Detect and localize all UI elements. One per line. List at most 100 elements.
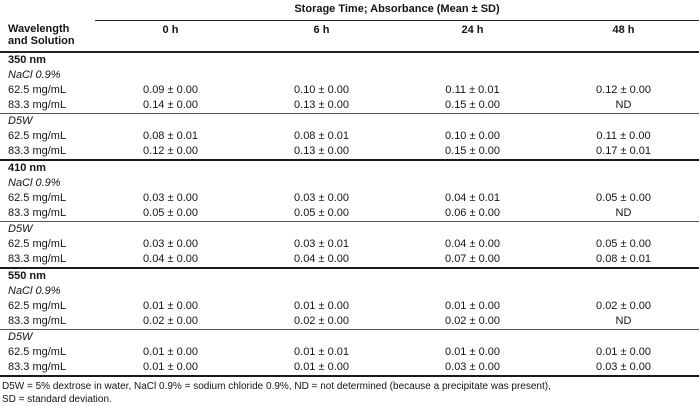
absorbance-value: 0.01 ± 0.00	[596, 346, 651, 358]
absorbance-value: 0.03 ± 0.01	[294, 238, 349, 250]
span-header-row: Storage Time; Absorbance (Mean ± SD)	[0, 0, 699, 21]
absorbance-value: 0.14 ± 0.00	[95, 98, 246, 114]
absorbance-value: 0.11 ± 0.00	[596, 130, 651, 142]
footnote: D5W = 5% dextrose in water, NaCl 0.9% = …	[0, 377, 700, 406]
absorbance-value: 0.06 ± 0.00	[397, 206, 548, 222]
column-header-row: Wavelength and Solution 0 h 6 h 24 h 48 …	[0, 20, 699, 53]
absorbance-value: 0.03 ± 0.00	[294, 192, 349, 204]
solution-row: NaCl 0.9%	[0, 176, 699, 191]
absorbance-value: 0.04 ± 0.00	[445, 238, 500, 250]
row-header-line1: Wavelength	[8, 23, 70, 35]
table-row: 62.5 mg/mL 0.03 ± 0.00 0.03 ± 0.01 0.04 ± 0…	[0, 237, 699, 252]
absorbance-table: Storage Time; Absorbance (Mean ± SD) Wav…	[0, 0, 699, 377]
absorbance-value: 0.15 ± 0.00	[397, 144, 548, 161]
col-header-6h: 6 h	[246, 20, 397, 53]
absorbance-value: 0.15 ± 0.00	[397, 98, 548, 114]
row-header: Wavelength and Solution	[0, 20, 95, 53]
table-row: 83.3 mg/mL 0.02 ± 0.00 0.02 ± 0.00 0.02 ± 0…	[0, 314, 699, 330]
absorbance-value: 0.17 ± 0.01	[548, 144, 699, 161]
absorbance-value: 0.01 ± 0.00	[95, 360, 246, 377]
absorbance-value: 0.02 ± 0.00	[596, 300, 651, 312]
wavelength-row: 550 nm	[0, 268, 699, 284]
concentration-label: 83.3 mg/mL	[0, 144, 95, 161]
absorbance-value: 0.02 ± 0.00	[397, 314, 548, 330]
solution-label: D5W	[8, 223, 33, 235]
absorbance-value: 0.01 ± 0.00	[294, 300, 349, 312]
absorbance-value: 0.01 ± 0.00	[143, 300, 198, 312]
storage-time-header: Storage Time; Absorbance (Mean ± SD)	[95, 0, 699, 21]
row-header-line2: and Solution	[8, 35, 75, 47]
concentration-label: 62.5 mg/mL	[8, 300, 67, 312]
absorbance-value: 0.08 ± 0.01	[143, 130, 198, 142]
absorbance-value: 0.02 ± 0.00	[246, 314, 397, 330]
table-row: 62.5 mg/mL 0.09 ± 0.00 0.10 ± 0.00 0.11 ± 0…	[0, 83, 699, 98]
table-row: 83.3 mg/mL 0.12 ± 0.00 0.13 ± 0.00 0.15 ± 0…	[0, 144, 699, 161]
wavelength-label: 350 nm	[8, 54, 46, 66]
absorbance-value: ND	[548, 98, 699, 114]
absorbance-value: 0.10 ± 0.00	[445, 130, 500, 142]
solution-row: NaCl 0.9%	[0, 284, 699, 299]
table-row: 62.5 mg/mL 0.03 ± 0.00 0.03 ± 0.00 0.04 ± 0…	[0, 191, 699, 206]
solution-label: D5W	[8, 115, 33, 127]
absorbance-value: 0.01 ± 0.00	[445, 346, 500, 358]
table-body: 350 nm NaCl 0.9% 62.5 mg/mL 0.09 ± 0.00 0.10…	[0, 52, 699, 377]
solution-row: D5W	[0, 114, 699, 130]
absorbance-value: 0.10 ± 0.00	[294, 84, 349, 96]
concentration-label: 83.3 mg/mL	[0, 98, 95, 114]
concentration-label: 62.5 mg/mL	[8, 192, 67, 204]
col-header-24h: 24 h	[397, 20, 548, 53]
absorbance-value: 0.12 ± 0.00	[596, 84, 651, 96]
col-header-48h: 48 h	[548, 20, 699, 53]
absorbance-value: 0.13 ± 0.00	[246, 98, 397, 114]
wavelength-label: 550 nm	[8, 270, 46, 282]
table-row: 83.3 mg/mL 0.04 ± 0.00 0.04 ± 0.00 0.07 ± 0…	[0, 252, 699, 269]
absorbance-value: 0.04 ± 0.01	[445, 192, 500, 204]
absorbance-value: 0.02 ± 0.00	[95, 314, 246, 330]
table-row: 83.3 mg/mL 0.01 ± 0.00 0.01 ± 0.00 0.03 ± 0…	[0, 360, 699, 377]
table-row: 62.5 mg/mL 0.01 ± 0.00 0.01 ± 0.01 0.01 ± 0…	[0, 345, 699, 360]
concentration-label: 62.5 mg/mL	[8, 84, 67, 96]
absorbance-value: 0.08 ± 0.01	[548, 252, 699, 269]
wavelength-row: 350 nm	[0, 52, 699, 68]
absorbance-value: 0.01 ± 0.01	[294, 346, 349, 358]
concentration-label: 62.5 mg/mL	[8, 346, 67, 358]
concentration-label: 83.3 mg/mL	[0, 314, 95, 330]
absorbance-value: 0.11 ± 0.01	[445, 84, 500, 96]
absorbance-value: ND	[548, 206, 699, 222]
footnote-line1: D5W = 5% dextrose in water, NaCl 0.9% = …	[2, 381, 551, 392]
absorbance-value: 0.01 ± 0.00	[445, 300, 500, 312]
solution-label: NaCl 0.9%	[8, 69, 61, 81]
absorbance-value: 0.03 ± 0.00	[143, 238, 198, 250]
absorbance-value: 0.03 ± 0.00	[548, 360, 699, 377]
concentration-label: 83.3 mg/mL	[0, 252, 95, 269]
absorbance-value: 0.03 ± 0.00	[397, 360, 548, 377]
solution-label: D5W	[8, 331, 33, 343]
absorbance-value: 0.05 ± 0.00	[596, 238, 651, 250]
absorbance-value: 0.03 ± 0.00	[143, 192, 198, 204]
absorbance-value: 0.05 ± 0.00	[95, 206, 246, 222]
absorbance-value: ND	[548, 314, 699, 330]
solution-row: D5W	[0, 330, 699, 346]
absorbance-value: 0.12 ± 0.00	[95, 144, 246, 161]
absorbance-value: 0.04 ± 0.00	[246, 252, 397, 269]
wavelength-row: 410 nm	[0, 160, 699, 176]
absorbance-value: 0.01 ± 0.00	[143, 346, 198, 358]
absorbance-value: 0.01 ± 0.00	[246, 360, 397, 377]
table-row: 62.5 mg/mL 0.01 ± 0.00 0.01 ± 0.00 0.01 ± 0…	[0, 299, 699, 314]
concentration-label: 62.5 mg/mL	[8, 238, 67, 250]
solution-row: D5W	[0, 222, 699, 238]
absorbance-value: 0.05 ± 0.00	[596, 192, 651, 204]
absorbance-value: 0.07 ± 0.00	[397, 252, 548, 269]
concentration-label: 83.3 mg/mL	[0, 206, 95, 222]
concentration-label: 62.5 mg/mL	[8, 130, 67, 142]
solution-label: NaCl 0.9%	[8, 177, 61, 189]
absorbance-value: 0.08 ± 0.01	[294, 130, 349, 142]
absorbance-value: 0.04 ± 0.00	[95, 252, 246, 269]
footnote-line2: SD = standard deviation.	[2, 394, 112, 405]
absorbance-value: 0.13 ± 0.00	[246, 144, 397, 161]
table-row: 62.5 mg/mL 0.08 ± 0.01 0.08 ± 0.01 0.10 ± 0…	[0, 129, 699, 144]
wavelength-label: 410 nm	[8, 162, 46, 174]
solution-row: NaCl 0.9%	[0, 68, 699, 83]
corner-cell	[0, 0, 95, 20]
